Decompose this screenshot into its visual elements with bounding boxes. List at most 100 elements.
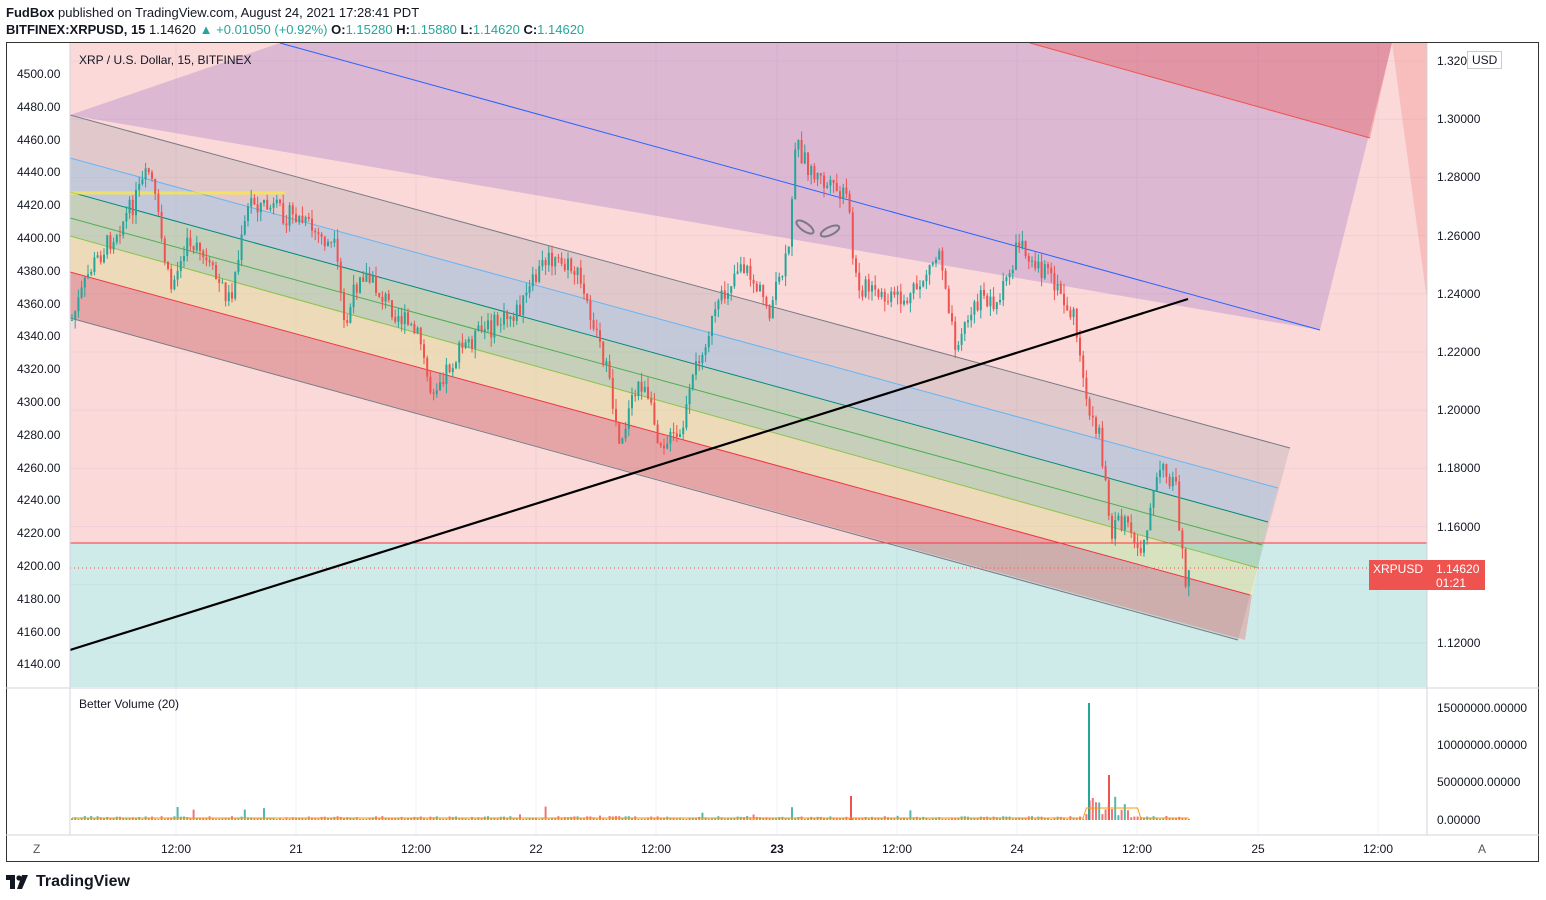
candle-body: [957, 344, 960, 350]
candle-body: [157, 193, 160, 212]
volume-bar: [1053, 817, 1056, 820]
candle-body: [874, 285, 877, 290]
candle-body: [640, 381, 643, 392]
candle-body: [576, 267, 579, 276]
volume-bar: [1101, 814, 1104, 820]
candle-body: [93, 257, 96, 272]
candle-body: [173, 279, 176, 290]
candle-body: [215, 265, 217, 280]
volume-bar: [1091, 798, 1094, 820]
volume-bar: [1168, 817, 1171, 820]
candle-body: [359, 277, 361, 293]
axis-label: 25: [1251, 842, 1265, 856]
candle-body: [1114, 520, 1117, 539]
volume-bar: [675, 818, 678, 820]
candle-body: [1088, 398, 1091, 416]
candle-body: [807, 152, 809, 176]
candle-body: [599, 330, 601, 342]
volume-bar: [391, 818, 393, 820]
volume-bar: [368, 818, 371, 820]
volume-bar: [640, 818, 643, 820]
candle-body: [912, 283, 915, 294]
candle-body: [1175, 477, 1177, 482]
candle-body: [762, 284, 765, 298]
candle-body: [666, 443, 669, 449]
candle-body: [1095, 417, 1097, 434]
volume-bar: [1098, 802, 1101, 820]
axis-label: 12:00: [400, 842, 432, 856]
candle-body: [471, 339, 473, 349]
volume-bar: [1047, 817, 1049, 820]
volume-bar: [1120, 809, 1123, 820]
axis-label: 4500.00: [17, 67, 61, 81]
candle-body: [835, 182, 838, 192]
volume-bar: [135, 818, 137, 820]
volume-bar: [541, 818, 544, 820]
candle-body: [320, 234, 323, 237]
candle-body: [1139, 548, 1142, 553]
change-arrow: ▲: [199, 22, 213, 37]
author-name[interactable]: FudBox: [6, 5, 55, 20]
candle-body: [925, 274, 928, 282]
volume-bar: [141, 818, 144, 820]
volume-bar: [99, 817, 102, 820]
footer-brand[interactable]: TradingView: [6, 873, 130, 891]
zoom-button[interactable]: Z: [33, 842, 41, 856]
candle-body: [1117, 515, 1120, 521]
candle-body: [851, 212, 854, 259]
candle-body: [231, 292, 233, 299]
volume-bar: [797, 817, 800, 820]
volume-bar: [832, 818, 835, 820]
candle-body: [301, 215, 304, 223]
currency-button[interactable]: USD: [1467, 51, 1503, 69]
volume-bar: [602, 818, 605, 820]
volume-bar: [74, 817, 77, 820]
candle-body: [355, 284, 358, 293]
drawings-layer: [70, 43, 1427, 687]
auto-scale-button[interactable]: A: [1478, 842, 1487, 856]
publisher-line: FudBox published on TradingView.com, Aug…: [6, 5, 419, 20]
candle-body: [519, 304, 521, 316]
volume-bar: [125, 818, 128, 820]
candle-body: [723, 290, 726, 299]
volume-bar: [1171, 818, 1174, 820]
volume-bar: [192, 809, 195, 820]
last-price: 1.14620: [149, 22, 197, 37]
chart-frame: [6, 42, 1539, 862]
candle-body: [1120, 515, 1123, 531]
axis-label: 0.00000: [1437, 812, 1481, 827]
axis-label: 4200.00: [17, 559, 61, 573]
chart-legend[interactable]: XRP / U.S. Dollar, 15, BITFINEX: [79, 53, 252, 67]
candle-body: [842, 187, 845, 199]
volume-bar: [839, 818, 841, 820]
candle-body: [163, 238, 166, 262]
volume-bar: [538, 818, 541, 820]
volume-bar: [442, 818, 445, 820]
axis-label: 4360.00: [17, 296, 61, 311]
volume-legend[interactable]: Better Volume (20): [79, 697, 180, 711]
volume-bar: [551, 817, 553, 820]
candle-body: [423, 344, 425, 358]
volume-bar: [493, 817, 496, 820]
candle-body: [474, 330, 477, 349]
candle-body: [560, 257, 563, 264]
volume-bar: [1130, 817, 1133, 820]
candle-body: [528, 286, 531, 293]
volume-bar: [976, 818, 979, 820]
axis-label: 4140.00: [17, 657, 61, 672]
volume-bar: [535, 818, 537, 820]
axis-label: 12:00: [1362, 842, 1394, 856]
candle-body: [714, 309, 717, 317]
candle-body: [74, 311, 77, 320]
volume-bar: [583, 818, 585, 820]
candle-body: [893, 291, 896, 295]
candle-body: [531, 274, 534, 287]
volume-bar: [733, 817, 736, 820]
candle-body: [525, 292, 528, 296]
volume-bar: [87, 817, 89, 820]
volume-bar: [128, 817, 131, 820]
candle-body: [816, 173, 819, 180]
fib-channel-zone-green: [70, 192, 1268, 568]
volume-bar: [394, 817, 397, 820]
